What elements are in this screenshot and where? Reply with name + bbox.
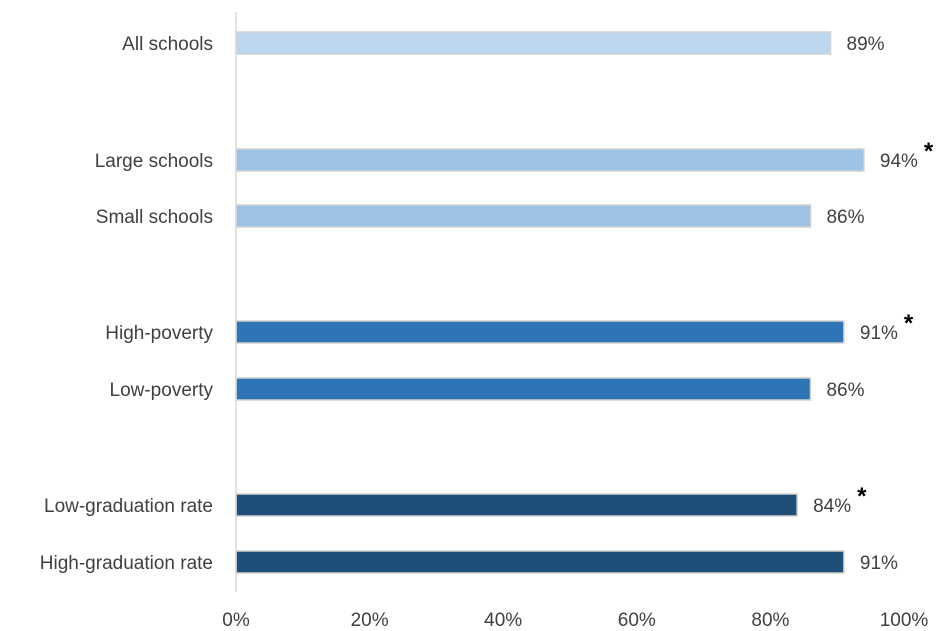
data-label: 89% — [847, 34, 885, 55]
data-label: 91% — [860, 323, 898, 344]
category-label: All schools — [122, 34, 213, 55]
data-label: 94% — [880, 151, 918, 172]
x-axis-ticks: 0% 20% 40% 60% 80% 100% — [222, 610, 928, 631]
bars-layer — [235, 31, 865, 574]
x-tick-label: 20% — [351, 610, 389, 631]
significance-marker: * — [924, 138, 934, 165]
category-label: High-graduation rate — [40, 553, 213, 574]
bar — [235, 148, 865, 172]
data-label: 91% — [860, 553, 898, 574]
bar — [235, 550, 845, 574]
bar — [235, 31, 832, 55]
data-label: 84% — [813, 496, 851, 517]
bar — [235, 377, 812, 401]
bar — [235, 493, 798, 517]
x-tick-label: 0% — [222, 610, 250, 631]
category-label: Low-graduation rate — [44, 496, 213, 517]
category-label: High-poverty — [105, 323, 213, 344]
significance-marker: * — [857, 483, 867, 510]
data-label: 86% — [826, 380, 864, 401]
category-label: Low-poverty — [110, 380, 214, 401]
category-label: Small schools — [96, 207, 213, 228]
x-tick-label: 40% — [484, 610, 522, 631]
x-tick-label: 80% — [751, 610, 789, 631]
labels-layer: All schools 89% Large schools 94% * Small sch… — [40, 34, 934, 574]
x-tick-label: 100% — [880, 610, 929, 631]
x-tick-label: 60% — [618, 610, 656, 631]
bar — [235, 320, 845, 344]
category-label: Large schools — [95, 151, 213, 172]
data-label: 86% — [826, 207, 864, 228]
significance-marker: * — [904, 310, 914, 337]
bar — [235, 204, 812, 228]
